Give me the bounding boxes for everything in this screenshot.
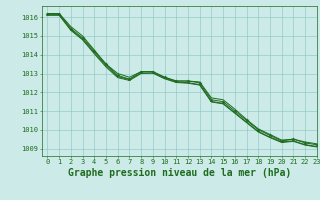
- X-axis label: Graphe pression niveau de la mer (hPa): Graphe pression niveau de la mer (hPa): [68, 168, 291, 178]
